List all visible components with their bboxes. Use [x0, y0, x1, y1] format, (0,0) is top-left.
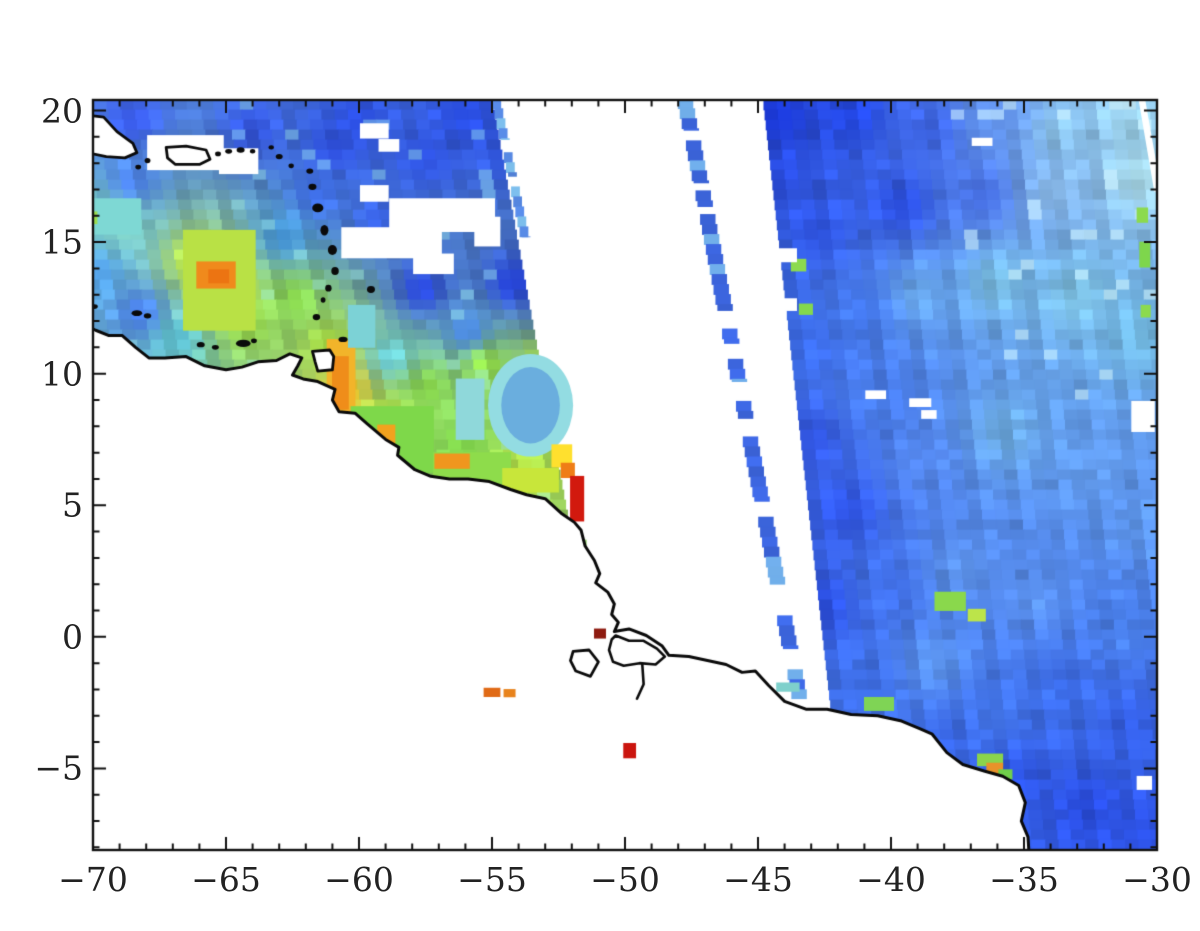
y-tick-label: 15	[41, 222, 83, 262]
x-tick-label: −50	[590, 860, 660, 899]
y-tick-label: 0	[62, 617, 83, 657]
x-tick-label: −35	[989, 860, 1059, 899]
x-tick-label: −65	[191, 860, 261, 899]
y-tick-label: 10	[41, 354, 83, 394]
x-tick-label: −40	[856, 860, 926, 899]
y-tick-label: 5	[62, 485, 83, 525]
x-tick-label: −70	[58, 860, 128, 899]
y-tick-label: 20	[41, 91, 83, 131]
x-tick-label: −30	[1122, 860, 1192, 899]
x-tick-label: −45	[723, 860, 793, 899]
y-tick-label: −5	[34, 748, 83, 788]
x-tick-label: −60	[324, 860, 394, 899]
x-tick-label: −55	[457, 860, 527, 899]
